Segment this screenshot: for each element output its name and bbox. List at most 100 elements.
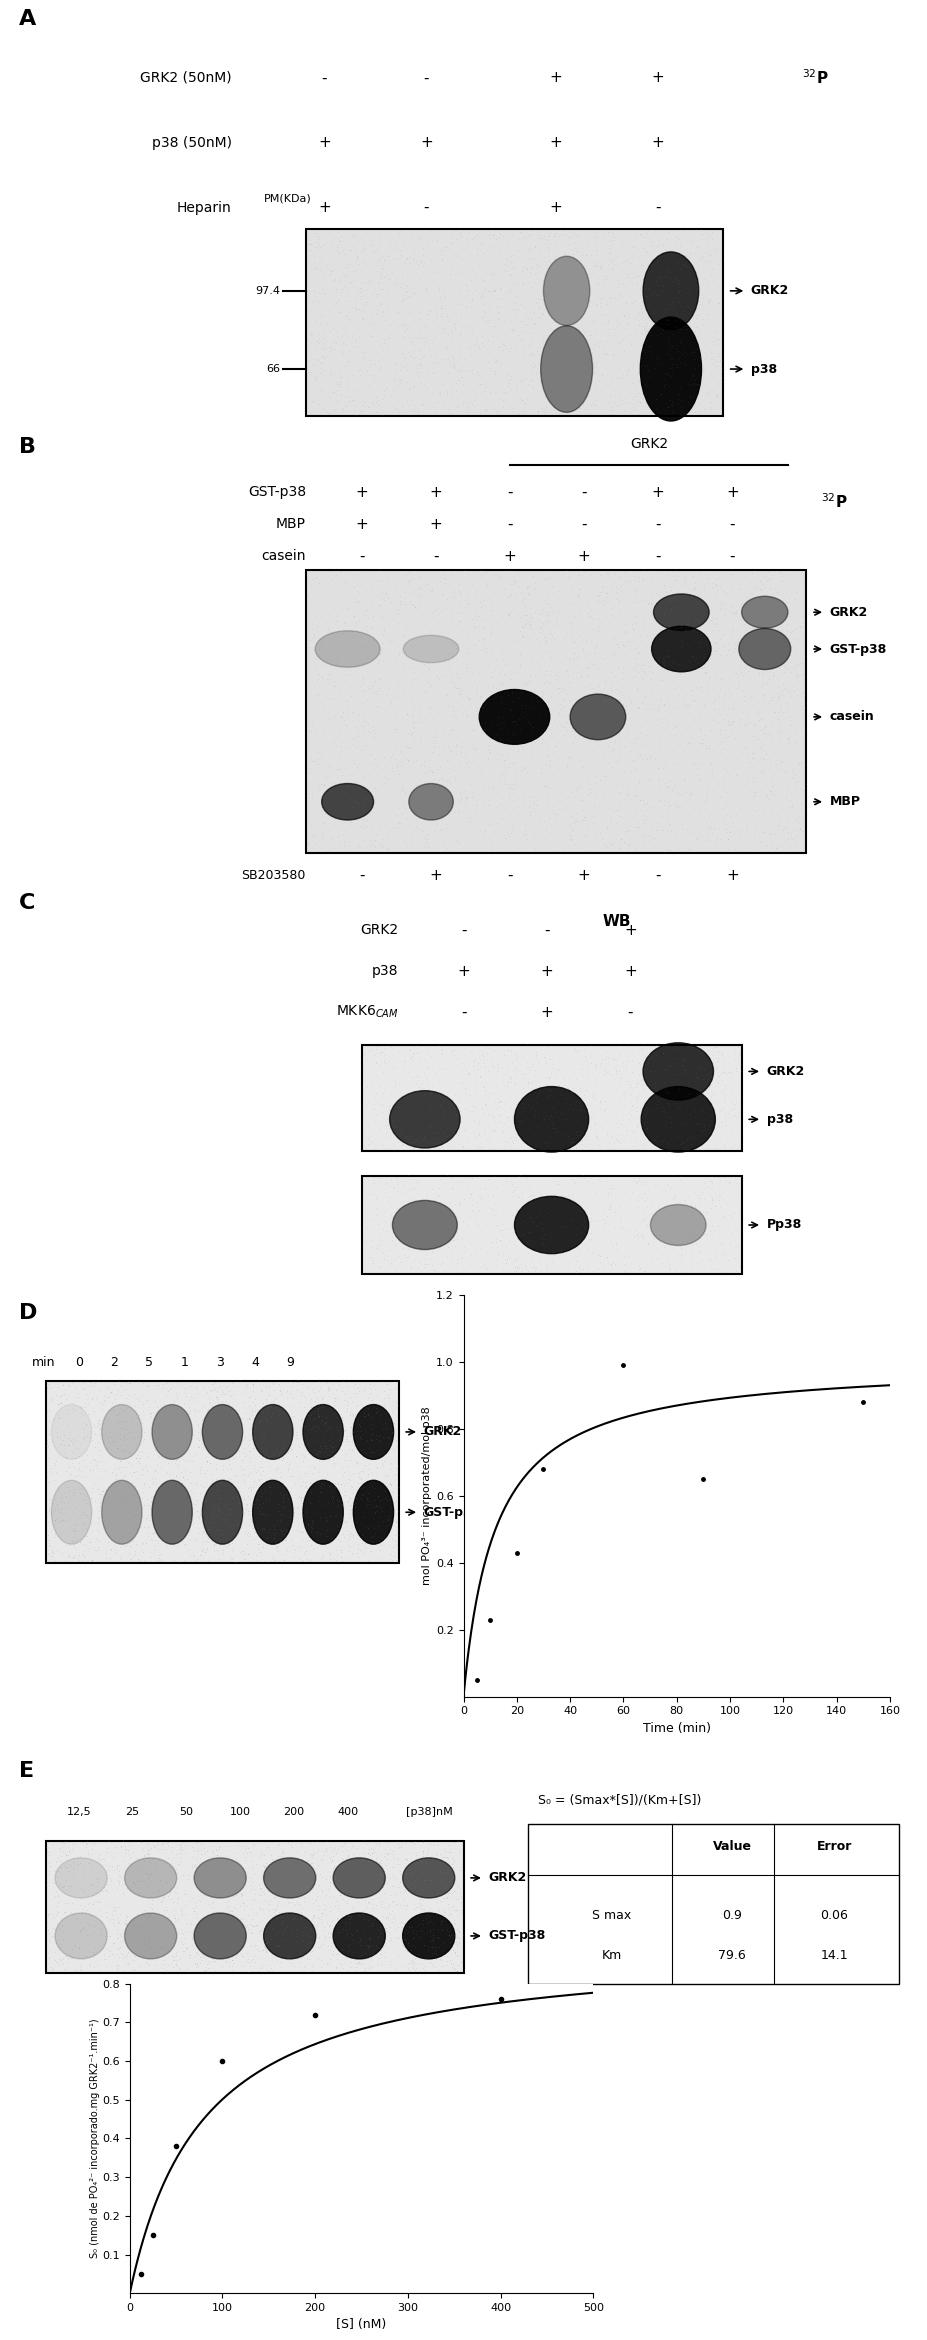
Text: -: -	[581, 517, 587, 531]
Text: 50: 50	[179, 1806, 194, 1818]
Text: GRK2: GRK2	[361, 924, 399, 936]
Ellipse shape	[654, 594, 709, 629]
Ellipse shape	[353, 1404, 394, 1460]
Text: p38: p38	[751, 363, 777, 374]
Text: p38 (50nM): p38 (50nM)	[152, 136, 232, 150]
Text: +: +	[355, 484, 368, 501]
Ellipse shape	[55, 1858, 108, 1898]
Text: GST-p38: GST-p38	[489, 1930, 546, 1942]
Text: WB: WB	[603, 915, 631, 929]
Ellipse shape	[402, 1914, 455, 1959]
Text: +: +	[578, 548, 590, 564]
Ellipse shape	[643, 253, 699, 330]
Text: +: +	[457, 964, 470, 978]
Text: -: -	[507, 484, 513, 501]
Text: +: +	[503, 548, 516, 564]
Text: +: +	[578, 868, 590, 882]
Ellipse shape	[253, 1404, 293, 1460]
Text: 3: 3	[216, 1357, 223, 1369]
Ellipse shape	[124, 1858, 177, 1898]
Text: -: -	[461, 1004, 466, 1020]
Text: +: +	[540, 1004, 553, 1020]
Text: 79.6: 79.6	[718, 1949, 746, 1963]
Text: 5: 5	[146, 1357, 153, 1369]
Text: +: +	[550, 70, 563, 87]
Ellipse shape	[514, 1086, 589, 1151]
Text: GRK2: GRK2	[424, 1425, 462, 1439]
Text: +: +	[726, 484, 739, 501]
Text: GST-p38: GST-p38	[424, 1505, 481, 1519]
Text: C: C	[19, 894, 35, 913]
Text: +: +	[726, 868, 739, 882]
Text: casein: casein	[830, 711, 874, 723]
Ellipse shape	[55, 1914, 108, 1959]
Text: 97.4: 97.4	[255, 285, 280, 295]
Text: +: +	[318, 136, 331, 150]
Text: +: +	[540, 964, 553, 978]
Text: GST-p38: GST-p38	[248, 484, 306, 498]
Ellipse shape	[570, 695, 626, 739]
Text: -: -	[359, 868, 364, 882]
Text: $^{32}$P: $^{32}$P	[821, 491, 847, 510]
Y-axis label: mol PO₄³⁻ incorporated/mol p38: mol PO₄³⁻ incorporated/mol p38	[422, 1406, 432, 1584]
Ellipse shape	[303, 1404, 343, 1460]
Text: MKK6$_{CAM}$: MKK6$_{CAM}$	[336, 1004, 399, 1020]
Text: -: -	[655, 868, 661, 882]
Text: Value: Value	[713, 1839, 752, 1853]
Ellipse shape	[514, 1196, 589, 1254]
Text: +: +	[550, 136, 563, 150]
Ellipse shape	[303, 1481, 343, 1544]
Ellipse shape	[202, 1404, 243, 1460]
Text: -: -	[581, 484, 587, 501]
Text: +: +	[652, 484, 665, 501]
Text: -: -	[655, 517, 661, 531]
X-axis label: Time (min): Time (min)	[642, 1722, 711, 1734]
Text: SB203580: SB203580	[242, 868, 306, 882]
Ellipse shape	[51, 1481, 92, 1544]
Text: +: +	[318, 201, 331, 215]
Text: casein: casein	[261, 550, 306, 564]
Ellipse shape	[333, 1858, 386, 1898]
Ellipse shape	[402, 1858, 455, 1898]
Text: $^{32}$P: $^{32}$P	[803, 68, 829, 87]
Text: [p38]nM: [p38]nM	[406, 1806, 452, 1818]
Text: B: B	[19, 438, 35, 456]
Text: 100: 100	[230, 1806, 250, 1818]
Text: 0.9: 0.9	[722, 1909, 743, 1921]
Text: -: -	[507, 868, 513, 882]
Text: +: +	[550, 201, 563, 215]
Y-axis label: S₀ (nmol de PO₄²⁻ incorporado.mg GRK2⁻¹.min⁻¹): S₀ (nmol de PO₄²⁻ incorporado.mg GRK2⁻¹.…	[90, 2019, 99, 2258]
Text: -: -	[461, 922, 466, 938]
Text: +: +	[429, 517, 442, 531]
X-axis label: [S] (nM): [S] (nM)	[337, 2319, 387, 2331]
Text: E: E	[19, 1760, 33, 1781]
Text: GRK2: GRK2	[629, 438, 668, 452]
Ellipse shape	[253, 1481, 293, 1544]
Bar	[362, 1046, 742, 1151]
Bar	[528, 1823, 899, 1984]
Text: +: +	[355, 517, 368, 531]
Text: -: -	[730, 548, 735, 564]
Text: -: -	[655, 548, 661, 564]
Text: -: -	[424, 70, 429, 87]
Ellipse shape	[739, 629, 791, 669]
Text: +: +	[624, 964, 637, 978]
Text: -: -	[359, 548, 364, 564]
Text: p38: p38	[372, 964, 399, 978]
Text: Error: Error	[817, 1839, 852, 1853]
Text: +: +	[420, 136, 433, 150]
Text: GRK2: GRK2	[751, 285, 789, 297]
Text: A: A	[19, 9, 36, 28]
Text: 0: 0	[75, 1357, 83, 1369]
Ellipse shape	[389, 1090, 460, 1149]
Text: +: +	[429, 484, 442, 501]
Ellipse shape	[403, 636, 459, 662]
Text: S max: S max	[592, 1909, 631, 1921]
Ellipse shape	[263, 1858, 316, 1898]
Bar	[306, 229, 723, 417]
Text: Km: Km	[602, 1949, 622, 1963]
Text: -: -	[544, 922, 550, 938]
Bar	[46, 1842, 464, 1973]
Ellipse shape	[51, 1404, 92, 1460]
Text: -: -	[628, 1004, 633, 1020]
